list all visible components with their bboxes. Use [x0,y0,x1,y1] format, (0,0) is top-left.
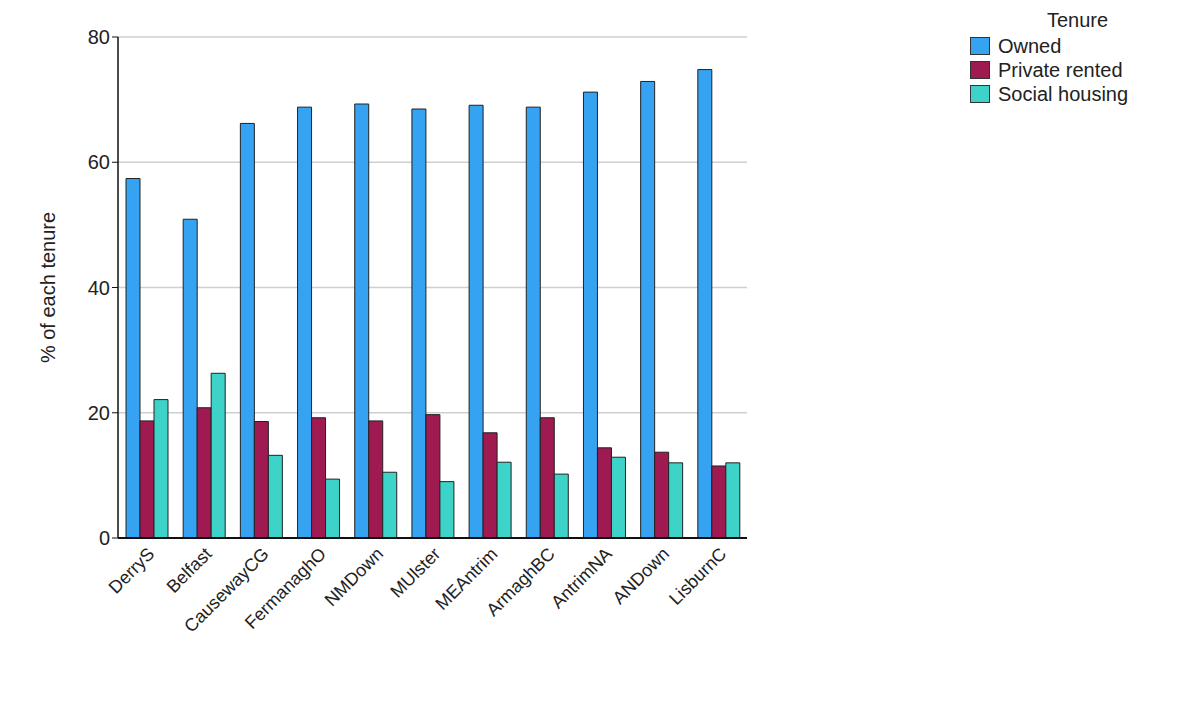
svg-text:MEAntrim: MEAntrim [431,543,502,614]
svg-text:DerryS: DerryS [105,544,159,598]
svg-text:AntrimNA: AntrimNA [547,544,616,613]
svg-text:LisburnC: LisburnC [665,544,730,609]
svg-text:ArmaghBC: ArmaghBC [482,544,558,620]
svg-text:0: 0 [99,527,110,549]
html-text:Tenure: Tenure [1046,9,1109,31]
svg-text:MUlster: MUlster [386,544,444,602]
svg-text:NMDown: NMDown [321,544,387,610]
html-text:Private rented: Private rented [998,59,1123,81]
svg-text:FermanaghO: FermanaghO [241,544,330,633]
svg-text:CausewayCG: CausewayCG [180,543,273,637]
svg-text:% of each tenure: % of each tenure [37,212,59,363]
html-text:Social housing: Social housing [998,83,1129,105]
svg-text:20: 20 [88,402,110,424]
svg-text:40: 40 [88,277,110,299]
svg-text:60: 60 [88,151,110,173]
svg-text:ANDown: ANDown [609,544,673,608]
html-text:Owned: Owned [998,35,1062,57]
svg-text:Belfast: Belfast [163,544,216,597]
svg-text:80: 80 [88,26,110,48]
